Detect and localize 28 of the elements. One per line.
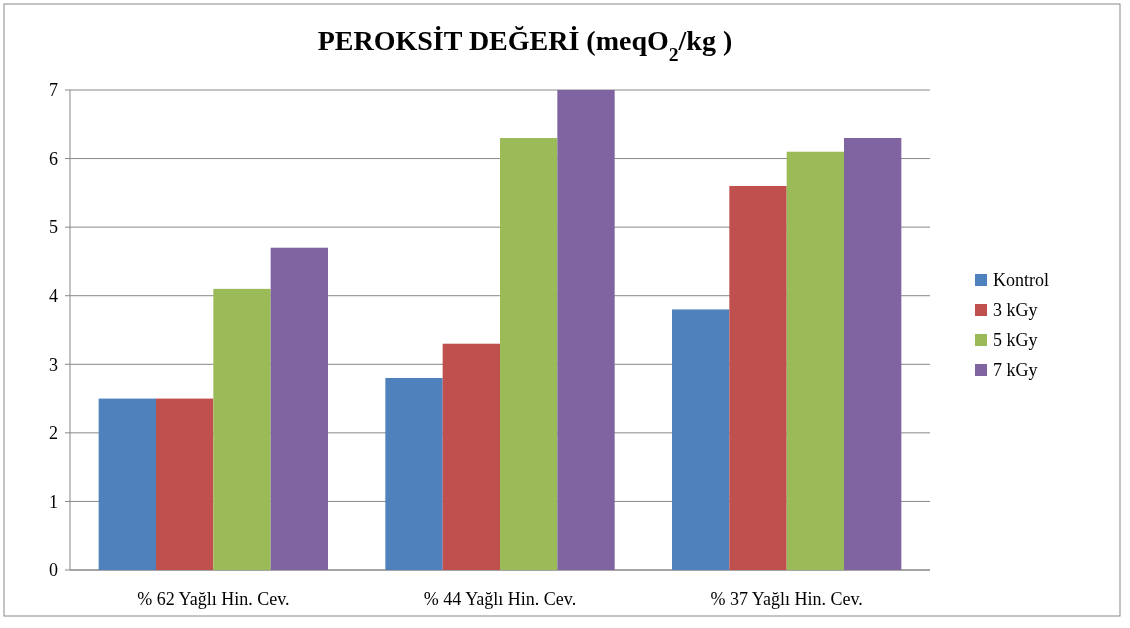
legend-label: 5 kGy — [993, 330, 1038, 351]
bar — [442, 343, 500, 570]
y-tick-label: 6 — [49, 148, 58, 169]
bar — [557, 90, 615, 570]
bar — [213, 288, 271, 570]
legend-label: 7 kGy — [993, 360, 1038, 381]
y-tick-label: 2 — [49, 423, 58, 444]
x-tick-label: % 62 Yağlı Hin. Cev. — [137, 589, 290, 609]
y-tick-label: 4 — [49, 286, 58, 307]
legend-label: 3 kGy — [993, 300, 1038, 321]
bar — [786, 151, 844, 570]
y-tick-label: 7 — [49, 80, 58, 101]
x-tick-label: % 44 Yağlı Hin. Cev. — [423, 589, 577, 609]
bar — [844, 138, 902, 570]
chart-title: PEROKSİT DEĞERİ (meqO$_{2}$/kg ) — [317, 25, 733, 65]
bar — [385, 378, 443, 570]
bar — [270, 247, 328, 570]
x-tick-label: % 37 Yağlı Hin. Cev. — [710, 589, 863, 609]
bar — [98, 398, 156, 570]
y-tick-label: 3 — [49, 354, 58, 375]
bar — [729, 186, 787, 570]
bar — [156, 398, 214, 570]
y-tick-label: 5 — [49, 217, 58, 238]
bar — [672, 309, 730, 570]
legend-label: Kontrol — [993, 270, 1049, 291]
y-tick-label: 1 — [49, 491, 58, 512]
y-tick-label: 0 — [49, 560, 58, 581]
bar — [500, 138, 558, 570]
